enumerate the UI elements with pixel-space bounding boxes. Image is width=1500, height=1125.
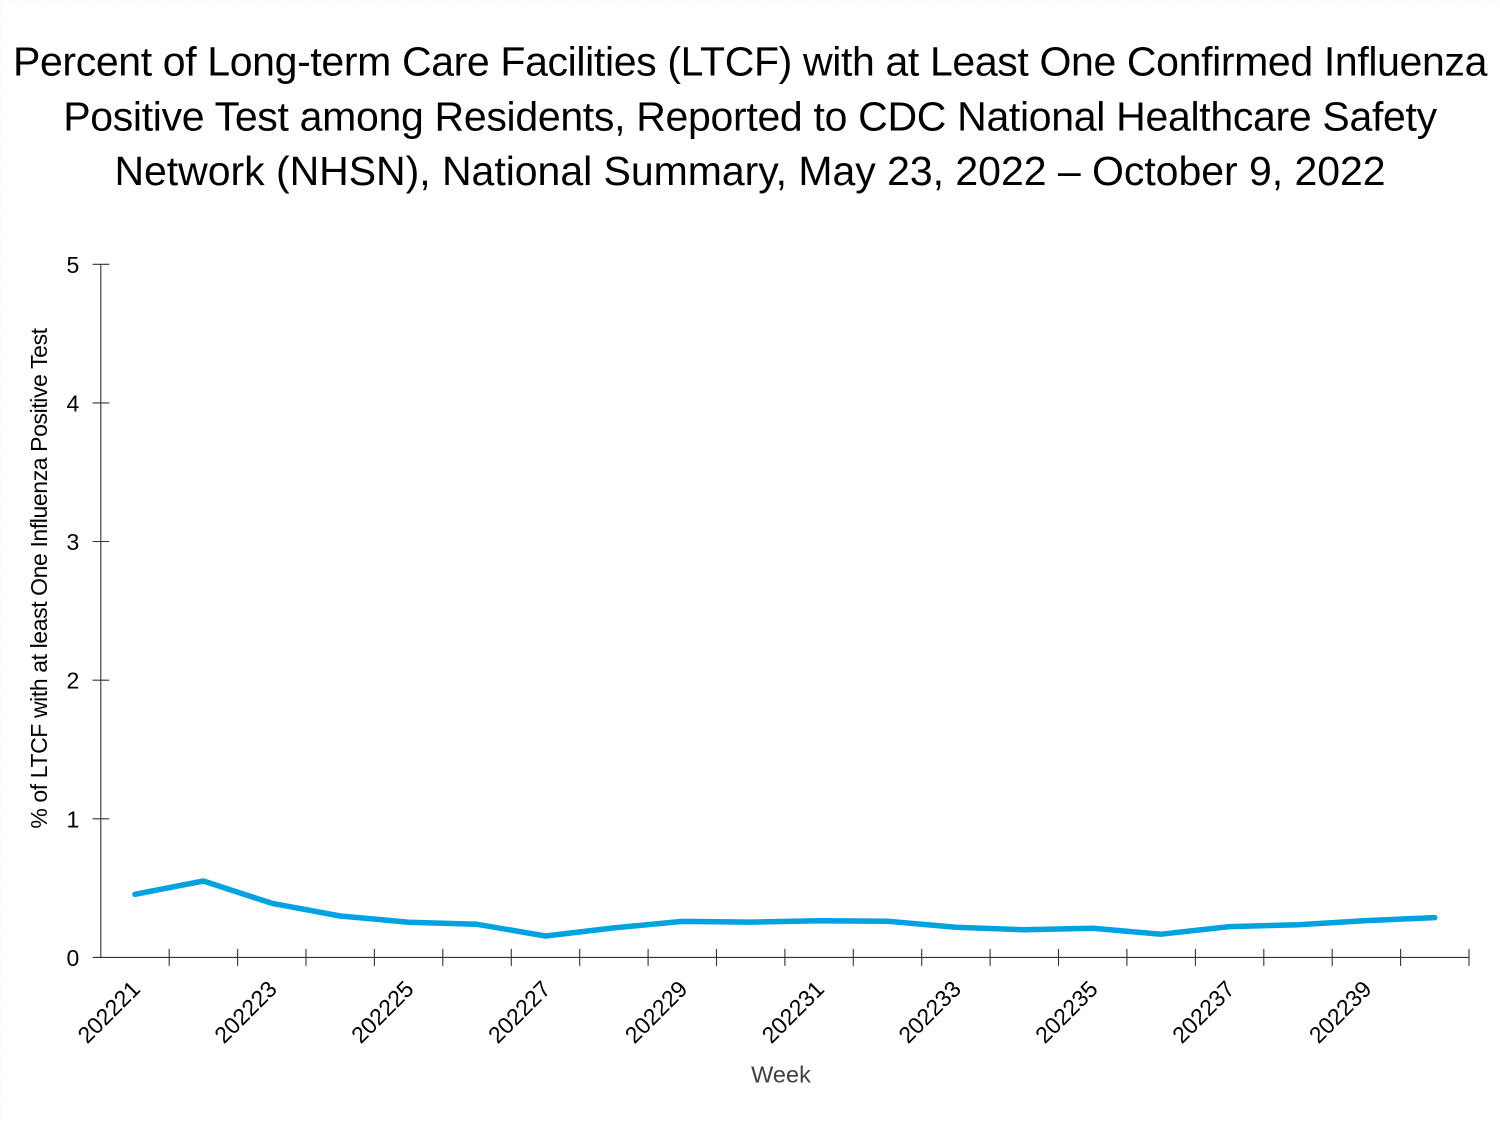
svg-text:5: 5 <box>67 252 80 278</box>
svg-text:202231: 202231 <box>756 976 829 1049</box>
svg-text:202225: 202225 <box>346 976 419 1049</box>
svg-text:202223: 202223 <box>209 976 282 1049</box>
svg-text:Network (NHSN), National Summa: Network (NHSN), National Summary, May 23… <box>114 148 1385 194</box>
svg-text:1: 1 <box>67 806 80 832</box>
svg-text:2: 2 <box>67 668 80 694</box>
svg-text:202233: 202233 <box>893 976 966 1049</box>
svg-text:202227: 202227 <box>483 976 556 1049</box>
svg-text:3: 3 <box>67 529 80 555</box>
svg-text:202235: 202235 <box>1030 976 1103 1049</box>
svg-text:% of LTCF with at least One In: % of LTCF with at least One Influenza Po… <box>26 327 52 828</box>
svg-text:202237: 202237 <box>1167 976 1240 1049</box>
svg-text:4: 4 <box>67 390 80 416</box>
svg-text:202229: 202229 <box>620 976 693 1049</box>
svg-text:0: 0 <box>67 945 80 971</box>
svg-text:202239: 202239 <box>1304 976 1377 1049</box>
svg-text:Week: Week <box>751 1062 811 1088</box>
svg-text:Positive Test among Residents,: Positive Test among Residents, Reported … <box>63 93 1437 139</box>
svg-text:202221: 202221 <box>72 976 145 1049</box>
svg-text:Percent of Long-term Care Faci: Percent of Long-term Care Facilities (LT… <box>13 39 1488 85</box>
